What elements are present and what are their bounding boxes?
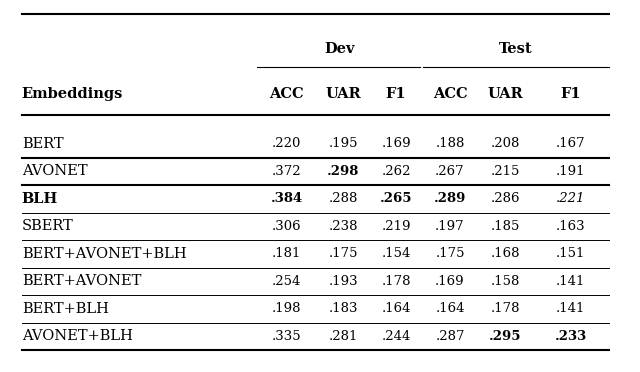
- Text: BERT+BLH: BERT+BLH: [22, 302, 109, 316]
- Text: UAR: UAR: [488, 87, 523, 102]
- Text: .372: .372: [272, 165, 301, 178]
- Text: ACC: ACC: [269, 87, 304, 102]
- Text: BERT: BERT: [22, 137, 63, 151]
- Text: .164: .164: [381, 302, 411, 315]
- Text: .167: .167: [556, 137, 586, 150]
- Text: .219: .219: [381, 220, 411, 233]
- Text: .262: .262: [381, 165, 411, 178]
- Text: .220: .220: [272, 137, 301, 150]
- Text: .208: .208: [491, 137, 520, 150]
- Text: .163: .163: [556, 220, 586, 233]
- Text: Embeddings: Embeddings: [22, 87, 123, 102]
- Text: .233: .233: [555, 330, 587, 343]
- Text: .151: .151: [556, 247, 586, 260]
- Text: .221: .221: [556, 192, 586, 205]
- Text: .178: .178: [490, 302, 520, 315]
- Text: .169: .169: [381, 137, 411, 150]
- Text: .175: .175: [435, 247, 465, 260]
- Text: F1: F1: [561, 87, 581, 102]
- Text: .238: .238: [328, 220, 358, 233]
- Text: .188: .188: [435, 137, 465, 150]
- Text: .306: .306: [272, 220, 301, 233]
- Text: .288: .288: [328, 192, 358, 205]
- Text: AVONET+BLH: AVONET+BLH: [22, 329, 132, 343]
- Text: .335: .335: [272, 330, 301, 343]
- Text: BLH: BLH: [22, 192, 58, 206]
- Text: ACC: ACC: [433, 87, 467, 102]
- Text: .289: .289: [434, 192, 467, 205]
- Text: Test: Test: [499, 42, 532, 55]
- Text: .183: .183: [328, 302, 358, 315]
- Text: .298: .298: [327, 165, 359, 178]
- Text: F1: F1: [386, 87, 406, 102]
- Text: .295: .295: [489, 330, 522, 343]
- Text: SBERT: SBERT: [22, 219, 74, 233]
- Text: BERT+AVONET+BLH: BERT+AVONET+BLH: [22, 247, 186, 261]
- Text: .265: .265: [380, 192, 412, 205]
- Text: .193: .193: [328, 275, 358, 288]
- Text: .158: .158: [491, 275, 520, 288]
- Text: .195: .195: [328, 137, 358, 150]
- Text: .154: .154: [381, 247, 411, 260]
- Text: .164: .164: [435, 302, 465, 315]
- Text: .197: .197: [435, 220, 465, 233]
- Text: .244: .244: [381, 330, 411, 343]
- Text: .286: .286: [490, 192, 520, 205]
- Text: .384: .384: [271, 192, 303, 205]
- Text: .198: .198: [272, 302, 301, 315]
- Text: Dev: Dev: [324, 42, 355, 55]
- Text: .168: .168: [490, 247, 520, 260]
- Text: .141: .141: [556, 302, 586, 315]
- Text: UAR: UAR: [325, 87, 361, 102]
- Text: .185: .185: [491, 220, 520, 233]
- Text: .178: .178: [381, 275, 411, 288]
- Text: BERT+AVONET: BERT+AVONET: [22, 274, 141, 288]
- Text: .175: .175: [328, 247, 358, 260]
- Text: .215: .215: [491, 165, 520, 178]
- Text: .141: .141: [556, 275, 586, 288]
- Text: .191: .191: [556, 165, 586, 178]
- Text: .267: .267: [435, 165, 465, 178]
- Text: .181: .181: [272, 247, 301, 260]
- Text: AVONET: AVONET: [22, 164, 88, 178]
- Text: .287: .287: [435, 330, 465, 343]
- Text: .169: .169: [435, 275, 465, 288]
- Text: .281: .281: [328, 330, 358, 343]
- Text: .254: .254: [272, 275, 301, 288]
